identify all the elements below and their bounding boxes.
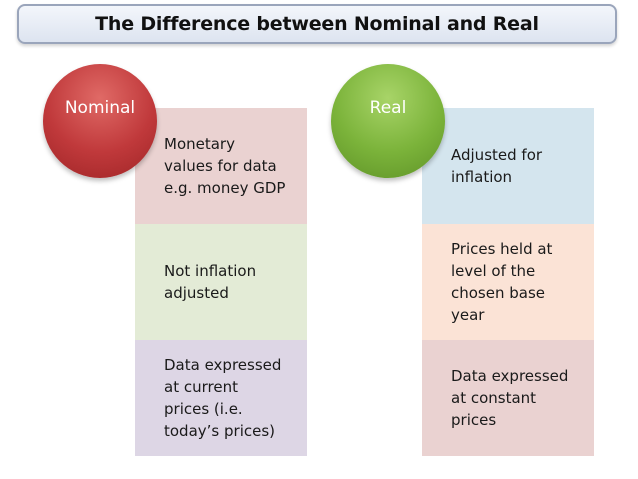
box-text-line: chosen base [451,284,546,302]
real-circle: Real [331,64,445,178]
box-text-line: Monetary [164,135,235,153]
box-text-line: Prices held at [451,240,553,258]
nominal-column: Monetary values for data e.g. money GDP … [135,108,307,456]
box-text-line: level of the [451,262,536,280]
real-box-3: Data expressed at constant prices [422,340,594,456]
box-text-line: adjusted [164,284,229,302]
nominal-box-3: Data expressed at current prices (i.e. t… [135,340,307,456]
box-text-line: prices [451,411,497,429]
box-text-line: inflation [451,168,513,186]
box-text-line: Data expressed [451,367,569,385]
box-text-line: Adjusted for [451,146,543,164]
box-text-line: Not inflation [164,262,257,280]
box-text-line: today’s prices) [164,422,275,440]
title-bar: The Difference between Nominal and Real [17,4,617,44]
box-text-line: year [451,306,485,324]
nominal-circle: Nominal [43,64,157,178]
page-title: The Difference between Nominal and Real [95,13,539,35]
nominal-box-1: Monetary values for data e.g. money GDP [135,108,307,224]
nominal-label: Nominal [64,98,136,118]
real-box-2: Prices held at level of the chosen base … [422,224,594,340]
box-text-line: at constant [451,389,537,407]
box-text-line: prices (i.e. [164,400,243,418]
real-box-1: Adjusted for inflation [422,108,594,224]
real-column: Adjusted for inflation Prices held at le… [422,108,594,456]
real-label: Real [369,98,407,118]
box-text-line: Data expressed [164,356,282,374]
box-text-line: values for data [164,157,277,175]
box-text-line: e.g. money GDP [164,179,286,197]
box-text-line: at current [164,378,238,396]
nominal-box-2: Not inflation adjusted [135,224,307,340]
